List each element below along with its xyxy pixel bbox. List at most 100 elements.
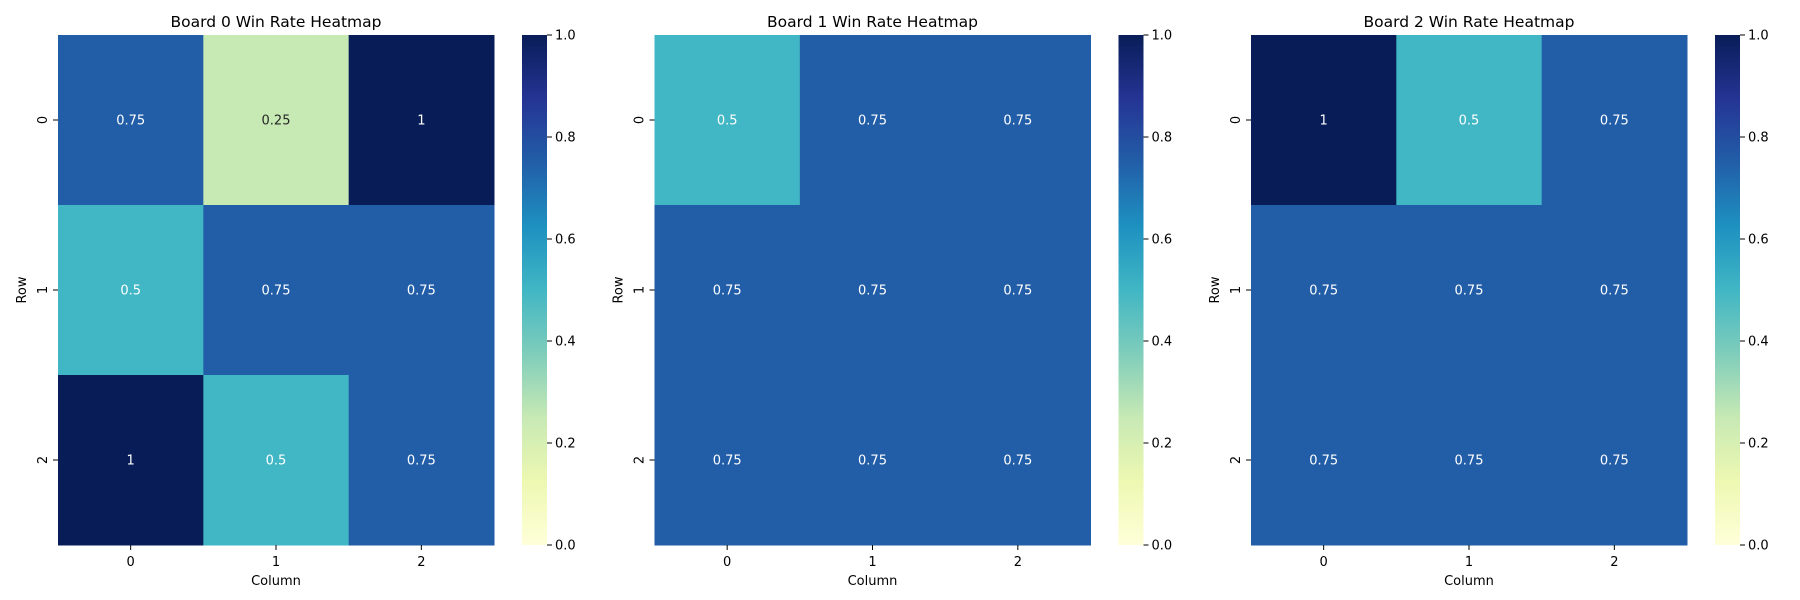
cell-value-label: 0.75 — [116, 114, 145, 129]
heatmap-panel-0: Board 0 Win Rate Heatmap 0.75 0.25 1 0.5 0.75… — [15, 13, 576, 589]
heatmap-cell — [58, 35, 204, 206]
x-tick-label: 0 — [723, 555, 731, 570]
heatmap-cell — [203, 205, 350, 376]
colorbar-tick-label: 0.4 — [1152, 335, 1173, 350]
y-axis-label: Row — [1208, 276, 1223, 303]
heatmap-cell — [348, 205, 495, 376]
cell-value-label: 1 — [127, 454, 135, 469]
x-axis-label: Column — [251, 574, 301, 589]
x-tick-label: 1 — [272, 555, 280, 570]
cell-value-label: 0.75 — [1003, 284, 1032, 299]
colorbar-tick-label: 1.0 — [1748, 29, 1769, 44]
heatmap-cell — [58, 205, 204, 376]
cell-value-label: 0.75 — [407, 454, 436, 469]
cell-value-label: 0.75 — [713, 454, 742, 469]
heatmap-cell — [654, 205, 801, 376]
colorbar-tick-label: 0.8 — [1748, 131, 1769, 146]
colorbar-tick-label: 1.0 — [1152, 29, 1173, 44]
y-tick-label: 1 — [633, 286, 648, 294]
heatmap-panel-2: Board 2 Win Rate Heatmap 1 0.5 0.75 0.75 0.75… — [1208, 13, 1769, 589]
colorbar-tick-label: 0.0 — [1152, 539, 1173, 554]
heatmap-cell — [799, 375, 946, 546]
heatmap-cell — [1251, 375, 1397, 546]
chart-title: Board 2 Win Rate Heatmap — [1364, 13, 1575, 31]
x-tick-label: 1 — [868, 555, 876, 570]
y-tick-label: 2 — [633, 456, 648, 464]
heatmap-cell — [1396, 205, 1543, 376]
cell-value-label: 0.5 — [266, 454, 287, 469]
chart-title: Board 1 Win Rate Heatmap — [767, 13, 978, 31]
cell-value-label: 0.75 — [1003, 114, 1032, 129]
y-tick-label: 2 — [1229, 456, 1244, 464]
y-axis-label: Row — [612, 276, 627, 303]
heatmap-cell — [1396, 375, 1543, 546]
y-tick-label: 0 — [1229, 116, 1244, 124]
colorbar — [1715, 35, 1740, 545]
y-tick-label: 1 — [1229, 286, 1244, 294]
colorbar-tick-label: 0.0 — [555, 539, 576, 554]
colorbar-tick-label: 0.8 — [555, 131, 576, 146]
y-tick-label: 0 — [633, 116, 648, 124]
colorbar-tick-label: 1.0 — [555, 29, 576, 44]
colorbar-tick-label: 0.2 — [1152, 437, 1173, 452]
cell-value-label: 0.75 — [858, 284, 887, 299]
cell-value-label: 0.75 — [1455, 454, 1484, 469]
colorbar — [522, 35, 547, 545]
y-tick-label: 0 — [36, 116, 51, 124]
colorbar-tick-label: 0.0 — [1748, 539, 1769, 554]
heatmap-cell — [799, 205, 946, 376]
colorbar-tick-label: 0.6 — [1748, 233, 1769, 248]
x-tick-label: 0 — [127, 555, 135, 570]
cell-value-label: 0.75 — [1600, 114, 1629, 129]
y-tick-label: 1 — [36, 286, 51, 294]
colorbar — [1118, 35, 1144, 545]
heatmap-cell — [1251, 35, 1397, 206]
x-tick-label: 1 — [1465, 555, 1473, 570]
colorbar-tick-label: 0.4 — [555, 335, 576, 350]
heatmap-panel-1: Board 1 Win Rate Heatmap 0.5 0.75 0.75 0.75 0… — [612, 13, 1173, 589]
cell-value-label: 0.25 — [262, 114, 291, 129]
heatmap-cell — [1396, 35, 1543, 206]
cell-value-label: 0.5 — [120, 284, 141, 299]
heatmap-cell — [1251, 205, 1397, 376]
heatmap-cell — [945, 375, 1091, 546]
heatmap-cell — [1541, 35, 1688, 206]
x-axis-label: Column — [848, 574, 898, 589]
cell-value-label: 0.5 — [1459, 114, 1480, 129]
cell-value-label: 0.75 — [407, 284, 436, 299]
x-axis-label: Column — [1444, 574, 1494, 589]
heatmap-cell — [58, 375, 204, 546]
cell-value-label: 0.75 — [1600, 454, 1629, 469]
cell-value-label: 1 — [1320, 114, 1328, 129]
heatmap-cell — [203, 375, 350, 546]
y-tick-label: 2 — [36, 456, 51, 464]
colorbar-tick-label: 0.2 — [555, 437, 576, 452]
heatmap-cell — [654, 35, 801, 206]
chart-title: Board 0 Win Rate Heatmap — [171, 13, 382, 31]
heatmap-cell — [945, 205, 1091, 376]
cell-value-label: 0.5 — [717, 114, 738, 129]
cell-value-label: 0.75 — [1455, 284, 1484, 299]
cell-value-label: 1 — [417, 114, 425, 129]
cell-value-label: 0.75 — [858, 454, 887, 469]
cell-value-label: 0.75 — [858, 114, 887, 129]
x-tick-label: 2 — [1014, 555, 1022, 570]
cell-value-label: 0.75 — [1309, 284, 1338, 299]
cell-value-label: 0.75 — [1309, 454, 1338, 469]
heatmap-cell — [348, 35, 495, 206]
y-axis-label: Row — [15, 276, 30, 303]
colorbar-tick-label: 0.6 — [555, 233, 576, 248]
colorbar-tick-label: 0.2 — [1748, 437, 1769, 452]
heatmap-cell — [203, 35, 350, 206]
x-tick-label: 2 — [417, 555, 425, 570]
heatmap-cell — [1541, 375, 1688, 546]
cell-value-label: 0.75 — [262, 284, 291, 299]
heatmap-cell — [348, 375, 495, 546]
heatmap-cell — [799, 35, 946, 206]
colorbar-tick-label: 0.8 — [1152, 131, 1173, 146]
x-tick-label: 0 — [1320, 555, 1328, 570]
cell-value-label: 0.75 — [713, 284, 742, 299]
heatmap-cell — [654, 375, 801, 546]
cell-value-label: 0.75 — [1600, 284, 1629, 299]
